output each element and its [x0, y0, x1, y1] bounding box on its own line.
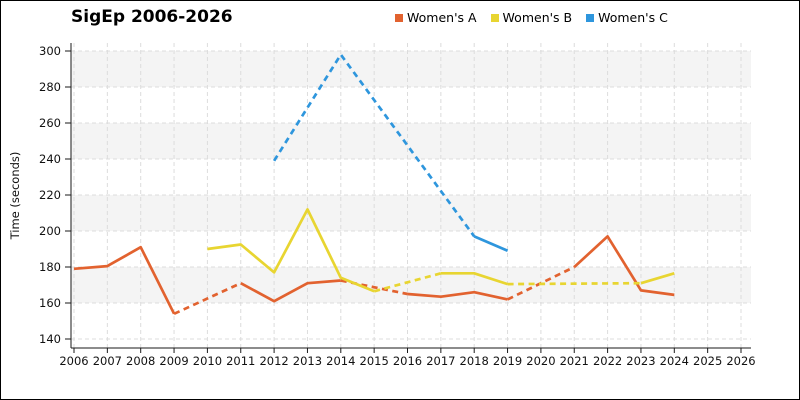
- y-tick-label: 280: [39, 80, 61, 94]
- x-tick-label: 2011: [226, 354, 255, 368]
- series-women-s-a-solid-segment: [573, 235, 675, 297]
- series-women-s-c: [272, 53, 509, 253]
- y-tick-label: 260: [39, 116, 61, 130]
- y-tick-labels: 140 160 180 200 220 240 260 280 300: [39, 44, 61, 346]
- series-women-s-c-solid-segment: [473, 235, 509, 253]
- y-tick-label: 240: [39, 152, 61, 166]
- series-women-s-b-solid-segment: [207, 208, 375, 293]
- series-women-s-c-dashed-segment: [272, 53, 476, 238]
- x-tick-label: 2022: [593, 354, 622, 368]
- series-women-s-b-solid-segment: [640, 272, 675, 285]
- x-tick-label: 2015: [360, 354, 389, 368]
- legend-item-womens-b: Women's B: [490, 10, 573, 25]
- y-tick-label: 140: [39, 332, 61, 346]
- x-tick-label: 2026: [726, 354, 755, 368]
- x-tick-label: 2023: [626, 354, 655, 368]
- x-tick-label: 2009: [159, 354, 188, 368]
- x-tick-label: 2013: [293, 354, 322, 368]
- background-band: [71, 51, 751, 87]
- series-women-s-b-solid-segment: [440, 271, 509, 286]
- series-women-s-a-dashed-segment: [173, 281, 242, 316]
- series-women-s-a-solid-segment: [240, 279, 341, 303]
- legend: Women's A Women's B Women's C: [395, 10, 668, 25]
- x-tick-label: 2016: [393, 354, 422, 368]
- x-tick-label: 2006: [59, 354, 88, 368]
- gridlines: [71, 43, 751, 348]
- x-tick-label: 2014: [326, 354, 355, 368]
- background-band: [71, 267, 751, 303]
- x-tick-label: 2024: [660, 354, 689, 368]
- x-tick-labels: 2006 2007 2008 2009 2010 2011 2012 2013 2014 2015…: [59, 354, 755, 368]
- x-tick-label: 2007: [93, 354, 122, 368]
- x-tick-label: 2025: [693, 354, 722, 368]
- y-axis-title: Time (seconds): [8, 152, 22, 241]
- x-tick-label: 2010: [193, 354, 222, 368]
- x-tick-label: 2021: [560, 354, 589, 368]
- x-tick-label: 2008: [126, 354, 155, 368]
- series-women-s-a-solid-segment: [407, 290, 508, 301]
- y-tick-label: 200: [39, 224, 61, 238]
- axes: [65, 43, 751, 353]
- legend-item-womens-c: Women's C: [586, 10, 668, 25]
- x-tick-label: 2012: [259, 354, 288, 368]
- series-women-s-b-dashed-segment: [507, 281, 642, 286]
- legend-swatch-icon: [490, 13, 499, 22]
- y-tick-label: 220: [39, 188, 61, 202]
- series-women-s-b-dashed-segment: [373, 271, 442, 293]
- legend-item-womens-a: Women's A: [395, 10, 477, 25]
- x-tick-label: 2019: [493, 354, 522, 368]
- x-tick-label: 2018: [460, 354, 489, 368]
- legend-label: Women's A: [407, 10, 477, 25]
- legend-swatch-icon: [586, 13, 595, 22]
- legend-label: Women's B: [502, 10, 573, 25]
- series-women-s-b: [207, 208, 675, 293]
- legend-label: Women's C: [598, 10, 668, 25]
- y-tick-label: 160: [39, 296, 61, 310]
- x-tick-label: 2020: [526, 354, 555, 368]
- y-tick-label: 300: [39, 44, 61, 58]
- background-band: [71, 195, 751, 231]
- legend-swatch-icon: [395, 13, 403, 22]
- y-tick-label: 180: [39, 260, 61, 274]
- x-tick-label: 2017: [426, 354, 455, 368]
- series-women-s-a-solid-segment: [73, 245, 176, 315]
- chart-title: SigEp 2006-2026: [71, 7, 233, 27]
- background-band: [71, 123, 751, 159]
